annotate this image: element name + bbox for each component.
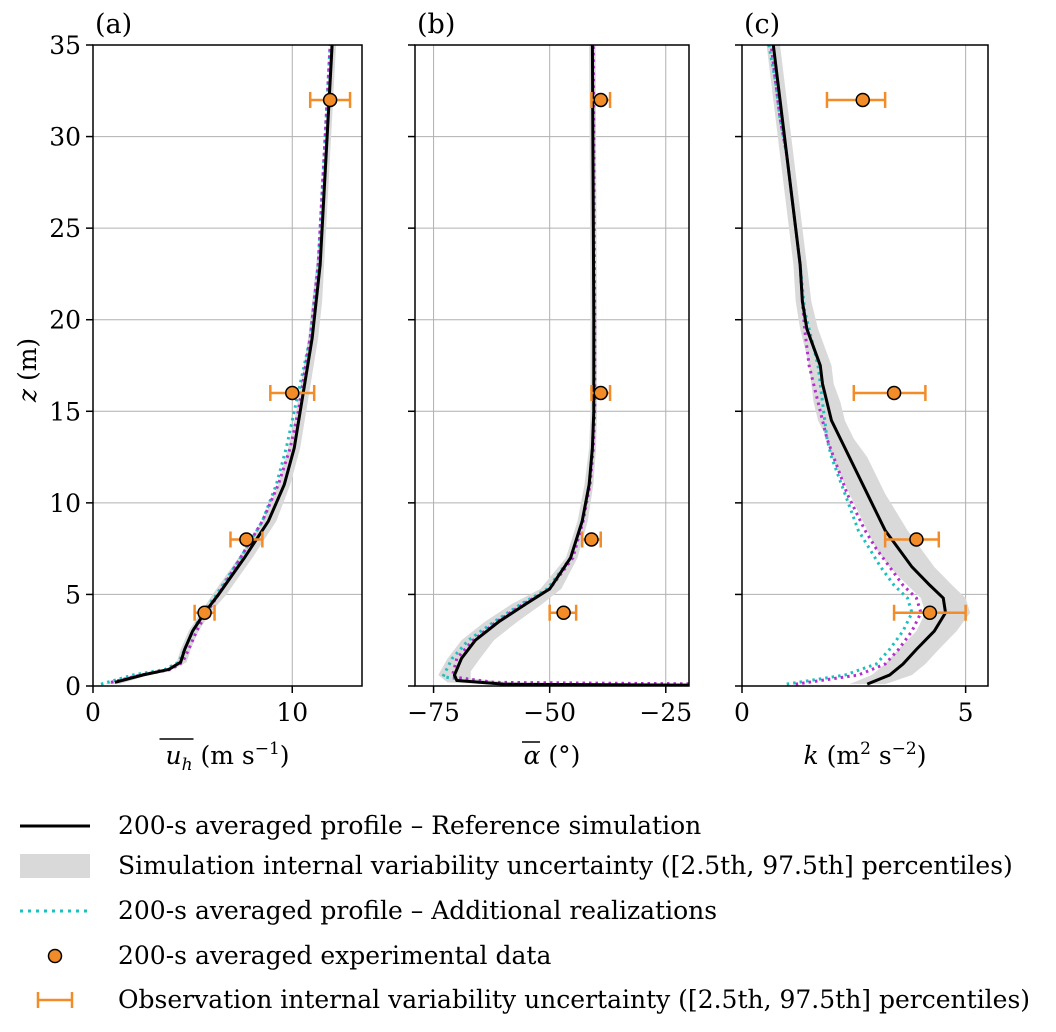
panel-label-c: (c) (744, 9, 780, 40)
data-point (239, 532, 254, 547)
ytick-label: 25 (49, 214, 81, 243)
data-point (285, 385, 300, 401)
legend: 200-s averaged profile – Reference simul… (20, 811, 1030, 1014)
x-axis-label-b: α (°) (524, 741, 581, 770)
data-point (322, 92, 338, 108)
line-realization1 (440, 45, 689, 686)
uncertainty-band (766, 45, 971, 685)
observations-c (825, 91, 967, 621)
axes-frame (741, 44, 989, 687)
data-point (922, 605, 938, 620)
data-point (593, 385, 609, 401)
xtick-label: −50 (523, 698, 576, 727)
line-realization2 (769, 45, 923, 686)
y-axis-label: z (m) (13, 338, 42, 403)
data-point (197, 605, 212, 620)
panel-a: 0 10 0 5 10 15 20 25 30 35 (a) uh (m s−1) (49, 9, 363, 775)
data-point (855, 92, 871, 108)
panel-label-b: (b) (417, 9, 455, 40)
xtick-label: 0 (85, 698, 101, 727)
data-point (593, 92, 609, 108)
ytick-label: 5 (65, 580, 81, 609)
panel-label-a: (a) (95, 9, 132, 40)
legend-label-obs-errorbar: Observation internal variability uncerta… (118, 985, 1030, 1014)
xtick-label: 10 (276, 698, 308, 727)
line-reference (114, 45, 334, 684)
x-axis-label-a: uh (m s−1) (165, 739, 289, 775)
line-realization2 (110, 45, 332, 684)
observations-a (193, 91, 352, 621)
axes-frame (92, 44, 363, 687)
legend-label-band: Simulation internal variability uncertai… (118, 851, 1013, 880)
line-reference (452, 45, 689, 686)
ytick-label: 35 (49, 31, 81, 60)
ytick-label: 0 (65, 672, 81, 701)
legend-swatch-obs-errorbar (36, 992, 74, 1008)
uncertainty-band (438, 45, 689, 686)
ytick-label: 20 (49, 306, 81, 335)
data-point (556, 605, 571, 620)
line-realization1 (767, 45, 914, 686)
ytick-label: 15 (49, 397, 81, 426)
ytick-label: 10 (49, 489, 81, 518)
x-axis-label-c: k (m2 s−2) (804, 739, 927, 770)
observations-b (548, 91, 612, 621)
ytick-label: 30 (49, 123, 81, 152)
legend-label-obs-point: 200-s averaged experimental data (118, 941, 551, 970)
xtick-label: −25 (639, 698, 692, 727)
legend-label-realizations: 200-s averaged profile – Additional real… (118, 896, 717, 925)
line-reference (771, 45, 948, 686)
line-realization2 (450, 45, 689, 686)
data-point (584, 532, 599, 547)
legend-label-reference: 200-s averaged profile – Reference simul… (118, 811, 701, 840)
line-realization1 (100, 45, 332, 686)
xtick-label: 5 (958, 698, 974, 727)
xtick-label: 0 (734, 698, 750, 727)
panel-c: 0 5 (c) k (m2 s−2) (734, 9, 989, 770)
plot-area-a (100, 45, 337, 686)
legend-swatch-band (20, 854, 90, 878)
data-point (909, 532, 924, 547)
data-point (886, 385, 902, 401)
panel-b: −75 −50 −25 (b) α (°) (407, 9, 692, 770)
legend-swatch-obs-point (47, 948, 63, 964)
axes-frame (414, 44, 690, 687)
plot-area-b (438, 45, 689, 686)
plot-area-c (766, 45, 971, 686)
xtick-label: −75 (407, 698, 460, 727)
